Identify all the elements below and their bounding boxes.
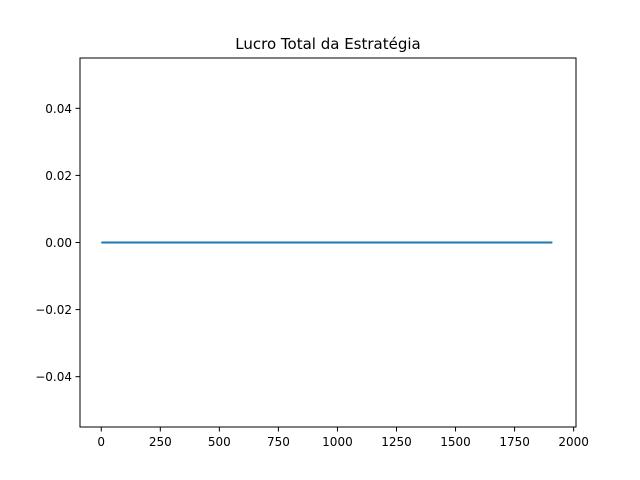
x-tick-label: 2000 [558, 435, 589, 449]
plot-area: 0 250 500 750 1000 1250 1500 1750 2000 −0.04 −0.02… [35, 57, 589, 449]
x-tick-label: 1750 [499, 435, 530, 449]
chart-title: Lucro Total da Estratégia [235, 35, 420, 53]
y-tick-label: 0.02 [45, 169, 72, 183]
y-tick-label: 0.00 [45, 236, 72, 250]
x-tick-label: 1250 [381, 435, 412, 449]
x-tick-label: 750 [267, 435, 290, 449]
x-tick-label: 500 [208, 435, 231, 449]
x-tick-label: 1000 [322, 435, 353, 449]
y-tick-label: 0.04 [45, 102, 72, 116]
x-tick-label: 1500 [440, 435, 471, 449]
x-tick-label: 250 [149, 435, 172, 449]
y-tick-label: −0.02 [35, 303, 72, 317]
x-tick-label: 0 [97, 435, 105, 449]
y-tick-label: −0.04 [35, 370, 72, 384]
